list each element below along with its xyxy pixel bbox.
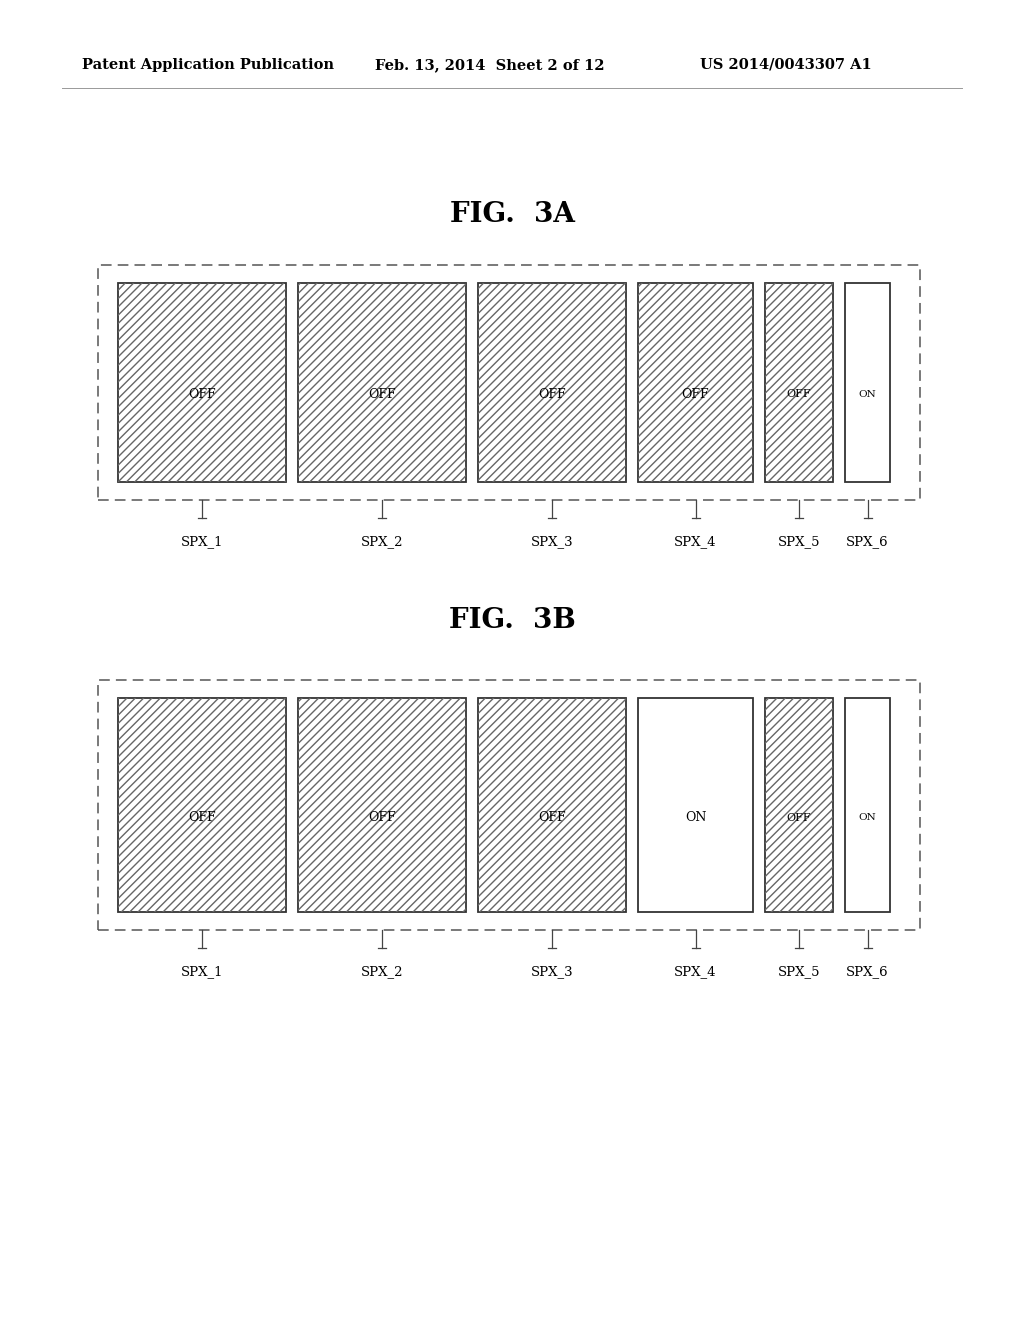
Text: SPX_1: SPX_1 <box>181 536 223 549</box>
Text: SPX_6: SPX_6 <box>846 965 889 978</box>
Text: ON: ON <box>685 812 707 824</box>
Bar <box>298 698 466 912</box>
Text: OFF: OFF <box>188 388 216 401</box>
Text: Feb. 13, 2014  Sheet 2 of 12: Feb. 13, 2014 Sheet 2 of 12 <box>375 58 604 73</box>
Text: SPX_5: SPX_5 <box>778 536 820 549</box>
Bar <box>765 282 833 482</box>
Text: OFF: OFF <box>682 388 710 401</box>
Text: ON: ON <box>859 813 877 822</box>
Bar <box>118 282 286 482</box>
Bar <box>638 698 753 912</box>
Text: OFF: OFF <box>188 812 216 824</box>
Text: SPX_4: SPX_4 <box>674 965 717 978</box>
Bar <box>298 282 466 482</box>
Text: US 2014/0043307 A1: US 2014/0043307 A1 <box>700 58 871 73</box>
Bar <box>765 698 833 912</box>
Text: SPX_3: SPX_3 <box>530 965 573 978</box>
Text: OFF: OFF <box>369 812 396 824</box>
Bar <box>98 680 920 931</box>
Bar <box>118 282 286 482</box>
Text: ON: ON <box>859 389 877 399</box>
Text: SPX_1: SPX_1 <box>181 965 223 978</box>
Text: SPX_4: SPX_4 <box>674 536 717 549</box>
Bar <box>298 698 466 912</box>
Bar <box>638 282 753 482</box>
Text: SPX_2: SPX_2 <box>360 536 403 549</box>
Text: FIG.  3B: FIG. 3B <box>449 606 575 634</box>
Bar <box>298 282 466 482</box>
Bar <box>118 698 286 912</box>
Bar <box>478 282 626 482</box>
Text: SPX_3: SPX_3 <box>530 536 573 549</box>
Bar <box>638 282 753 482</box>
Text: OFF: OFF <box>369 388 396 401</box>
Text: SPX_6: SPX_6 <box>846 536 889 549</box>
Bar <box>765 282 833 482</box>
Text: OFF: OFF <box>786 813 811 822</box>
Bar <box>98 265 920 500</box>
Text: OFF: OFF <box>539 388 566 401</box>
Bar <box>478 282 626 482</box>
Bar <box>845 698 890 912</box>
Text: OFF: OFF <box>539 812 566 824</box>
Bar <box>478 698 626 912</box>
Bar <box>845 282 890 482</box>
Text: SPX_2: SPX_2 <box>360 965 403 978</box>
Text: Patent Application Publication: Patent Application Publication <box>82 58 334 73</box>
Text: SPX_5: SPX_5 <box>778 965 820 978</box>
Text: FIG.  3A: FIG. 3A <box>450 202 574 228</box>
Text: OFF: OFF <box>786 389 811 400</box>
Bar <box>478 698 626 912</box>
Bar <box>118 698 286 912</box>
Bar <box>765 698 833 912</box>
